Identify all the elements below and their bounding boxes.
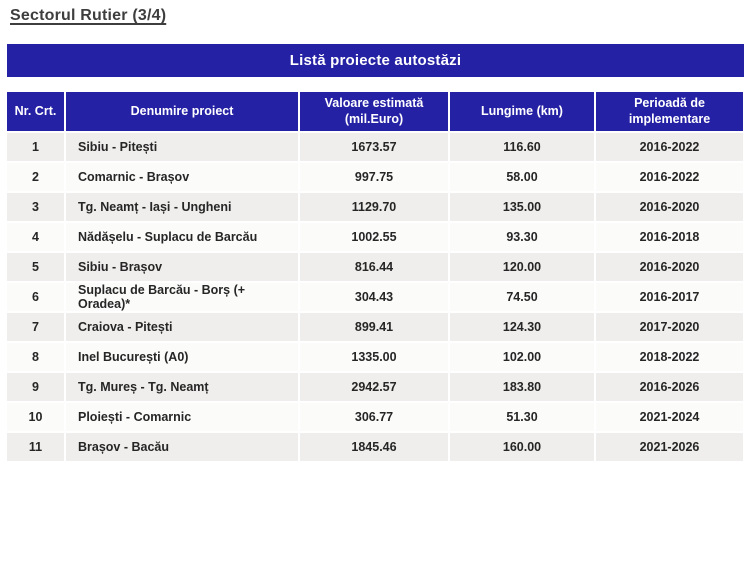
table-row: 9 Tg. Mureș - Tg. Neamț 2942.57 183.80 2… [7,372,743,401]
cell-period: 2016-2022 [596,132,743,161]
cell-project-name: Nădășelu - Suplacu de Barcău [66,222,298,251]
cell-project-name: Comarnic - Brașov [66,162,298,191]
cell-length: 183.80 [450,372,594,401]
col-header-value: Valoare estimată (mil.Euro) [300,92,448,131]
cell-value: 2942.57 [300,372,448,401]
cell-nr: 6 [7,282,64,311]
cell-project-name: Tg. Mureș - Tg. Neamț [66,372,298,401]
table-row: 11 Brașov - Bacău 1845.46 160.00 2021-20… [7,432,743,461]
col-header-length: Lungime (km) [450,92,594,131]
banner-title: Listă proiecte autostăzi [7,44,744,77]
cell-period: 2016-2018 [596,222,743,251]
cell-nr: 5 [7,252,64,281]
cell-project-name: Craiova - Pitești [66,312,298,341]
table-row: 4 Nădășelu - Suplacu de Barcău 1002.55 9… [7,222,743,251]
projects-table: Nr. Crt. Denumire proiect Valoare estima… [5,90,745,463]
cell-project-name: Ploiești - Comarnic [66,402,298,431]
col-header-name: Denumire proiect [66,92,298,131]
cell-period: 2016-2017 [596,282,743,311]
table-header: Nr. Crt. Denumire proiect Valoare estima… [7,92,743,131]
table-row: 5 Sibiu - Brașov 816.44 120.00 2016-2020 [7,252,743,281]
cell-nr: 9 [7,372,64,401]
cell-value: 1845.46 [300,432,448,461]
table-row: 10 Ploiești - Comarnic 306.77 51.30 2021… [7,402,743,431]
cell-period: 2016-2026 [596,372,743,401]
table-row: 3 Tg. Neamț - Iași - Ungheni 1129.70 135… [7,192,743,221]
cell-period: 2021-2024 [596,402,743,431]
table-row: 8 Inel București (A0) 1335.00 102.00 201… [7,342,743,371]
cell-length: 58.00 [450,162,594,191]
cell-nr: 3 [7,192,64,221]
cell-period: 2016-2022 [596,162,743,191]
cell-nr: 4 [7,222,64,251]
page-title: Sectorul Rutier (3/4) [10,7,167,24]
table-row: 1 Sibiu - Pitești 1673.57 116.60 2016-20… [7,132,743,161]
cell-project-name: Suplacu de Barcău - Borș (+ Oradea)* [66,282,298,311]
cell-project-name: Sibiu - Brașov [66,252,298,281]
cell-project-name: Sibiu - Pitești [66,132,298,161]
cell-value: 1129.70 [300,192,448,221]
cell-period: 2016-2020 [596,252,743,281]
cell-value: 306.77 [300,402,448,431]
cell-period: 2017-2020 [596,312,743,341]
cell-period: 2016-2020 [596,192,743,221]
cell-length: 116.60 [450,132,594,161]
cell-value: 1335.00 [300,342,448,371]
cell-value: 304.43 [300,282,448,311]
cell-value: 1002.55 [300,222,448,251]
cell-nr: 2 [7,162,64,191]
cell-nr: 1 [7,132,64,161]
cell-length: 135.00 [450,192,594,221]
cell-nr: 7 [7,312,64,341]
cell-value: 899.41 [300,312,448,341]
table-body: 1 Sibiu - Pitești 1673.57 116.60 2016-20… [7,132,743,461]
cell-length: 120.00 [450,252,594,281]
cell-nr: 11 [7,432,64,461]
cell-length: 93.30 [450,222,594,251]
cell-value: 1673.57 [300,132,448,161]
col-header-nr: Nr. Crt. [7,92,64,131]
col-header-period: Perioadă de implementare [596,92,743,131]
cell-value: 816.44 [300,252,448,281]
cell-project-name: Inel București (A0) [66,342,298,371]
table-row: 6 Suplacu de Barcău - Borș (+ Oradea)* 3… [7,282,743,311]
header-row: Nr. Crt. Denumire proiect Valoare estima… [7,92,743,131]
cell-length: 51.30 [450,402,594,431]
cell-length: 124.30 [450,312,594,341]
cell-length: 74.50 [450,282,594,311]
cell-project-name: Tg. Neamț - Iași - Ungheni [66,192,298,221]
cell-nr: 10 [7,402,64,431]
cell-length: 160.00 [450,432,594,461]
cell-period: 2021-2026 [596,432,743,461]
cell-value: 997.75 [300,162,448,191]
cell-length: 102.00 [450,342,594,371]
table-row: 2 Comarnic - Brașov 997.75 58.00 2016-20… [7,162,743,191]
cell-period: 2018-2022 [596,342,743,371]
table-row: 7 Craiova - Pitești 899.41 124.30 2017-2… [7,312,743,341]
cell-nr: 8 [7,342,64,371]
cell-project-name: Brașov - Bacău [66,432,298,461]
